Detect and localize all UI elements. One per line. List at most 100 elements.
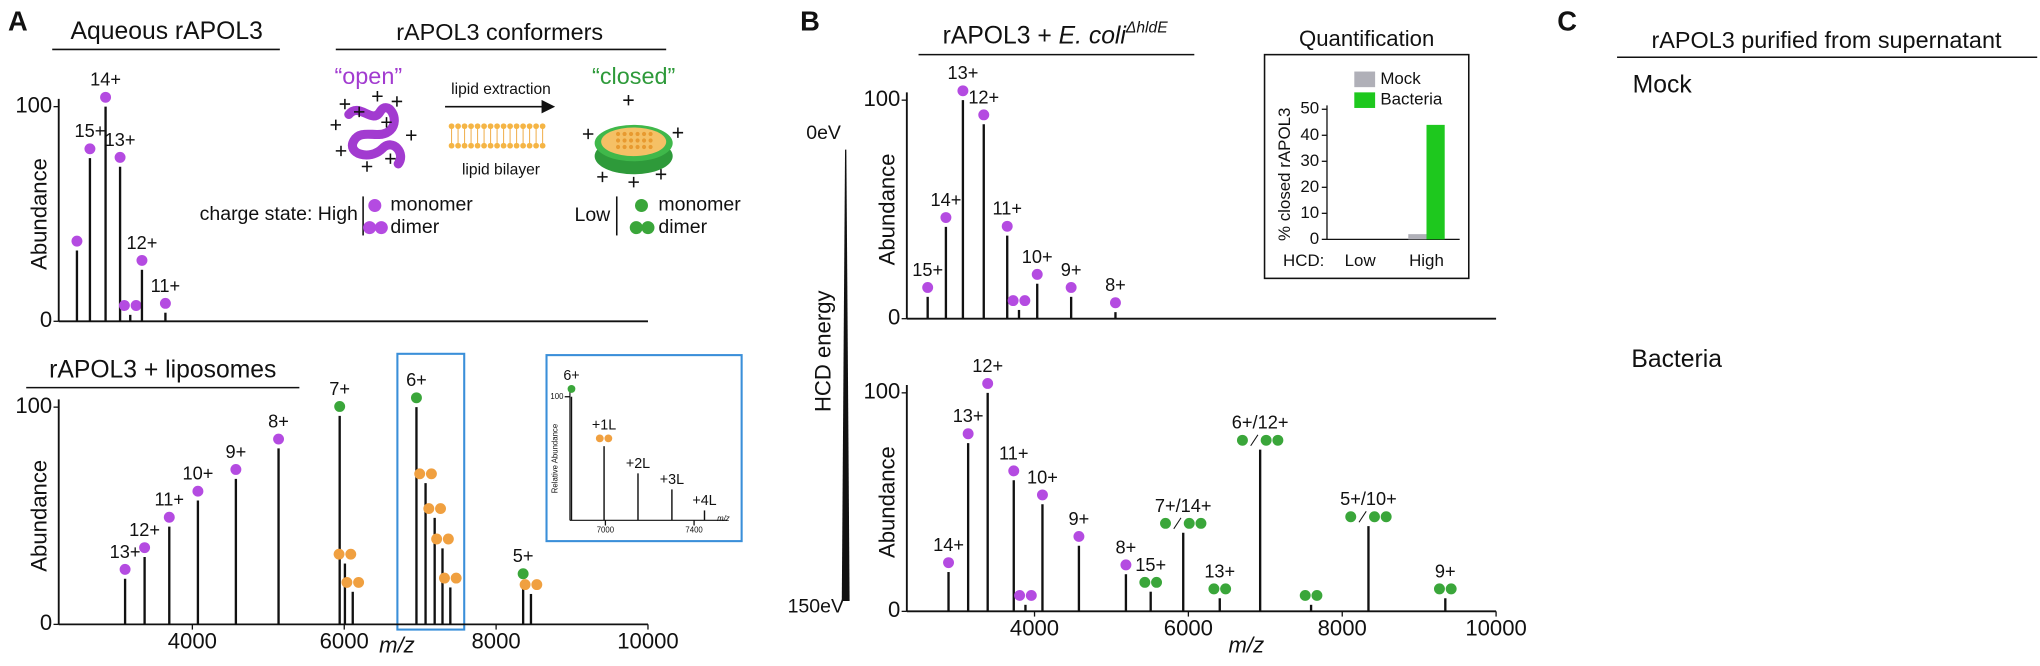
legend-label: Bacteria xyxy=(1380,90,1443,109)
peak-label: 12+ xyxy=(129,520,160,540)
legend-swatch xyxy=(1354,71,1376,88)
open-conformer xyxy=(344,103,406,169)
charge-marker xyxy=(978,109,990,121)
chart-title: Quantification xyxy=(1299,26,1434,51)
peak-label: 8+ xyxy=(1105,275,1126,295)
peak-label: 6+ xyxy=(406,370,427,390)
peak-label: 9+ xyxy=(1061,260,1082,280)
title-part: ΔhldE xyxy=(1125,19,1168,36)
legend-monomer: monomer xyxy=(658,194,741,216)
y-axis-label: Abundance xyxy=(874,153,899,265)
charge-marker xyxy=(604,434,613,443)
y-tick-label: 0 xyxy=(888,305,900,330)
lipid-head xyxy=(520,123,526,130)
x-tick-label: 7000 xyxy=(597,525,615,534)
peak-label: +4L xyxy=(692,493,716,509)
lipid-head xyxy=(539,123,546,130)
peak-label: 7+ xyxy=(329,379,350,399)
x-axis-label: m/z xyxy=(717,514,730,523)
peak-label: 5+ xyxy=(513,546,534,566)
peak-label: 15+ xyxy=(912,260,943,280)
lipid-head xyxy=(500,123,507,130)
conformers-diagram: rAPOL3 conformers “open” lipid extractio… xyxy=(200,19,742,238)
charge-plus xyxy=(372,91,383,102)
lipid-head xyxy=(474,123,481,130)
open-label: “open” xyxy=(334,63,402,89)
lipid-head xyxy=(500,142,507,149)
lipid-head xyxy=(520,142,526,149)
micrograph-labels: Mock Bacteria 50 nm 10 nm 50 nm xyxy=(1624,67,2030,607)
charge-marker xyxy=(100,91,112,103)
charge-plus xyxy=(391,96,403,107)
x-tick-label: 6000 xyxy=(320,629,369,654)
peak-label: 9+ xyxy=(225,442,246,462)
lipid-dot xyxy=(622,131,627,137)
charge-plus xyxy=(582,128,594,140)
legend-dimer: dimer xyxy=(658,216,707,238)
peak-label: 6+/12+ xyxy=(1232,413,1289,433)
charge-plus xyxy=(628,176,639,188)
lipid-head xyxy=(481,123,487,130)
x-tick-label: 8000 xyxy=(1318,616,1367,641)
charge-marker xyxy=(1260,434,1272,446)
monomer-dot xyxy=(634,199,648,213)
x-tick-label: 4000 xyxy=(168,629,217,654)
lipid-dot xyxy=(628,144,634,150)
lipid-head xyxy=(487,142,494,149)
charge-marker xyxy=(136,254,148,266)
charge-plus xyxy=(361,161,373,172)
charge-marker xyxy=(333,548,345,560)
lipid-dot xyxy=(641,131,647,137)
lipid-head xyxy=(468,123,474,130)
peak-label: 7+/14+ xyxy=(1155,496,1212,516)
lipid-dot xyxy=(622,144,627,150)
y-tick-label: 100 xyxy=(15,93,52,118)
charge-plus xyxy=(353,106,365,118)
lipid-dot xyxy=(648,138,653,143)
charge-marker xyxy=(1369,511,1380,523)
lipid-head xyxy=(494,123,500,130)
peak-label: 9+ xyxy=(1435,561,1456,581)
charge-marker xyxy=(1031,268,1043,280)
y-tick-label: 30 xyxy=(1300,151,1319,170)
charge-marker xyxy=(423,503,435,515)
charge-marker xyxy=(1299,589,1311,601)
charge-marker xyxy=(982,378,994,389)
peak-label: 11+ xyxy=(151,276,181,296)
lipid-head xyxy=(533,123,539,130)
hcd-bottom: 150eV xyxy=(788,596,844,618)
label-box xyxy=(1624,342,1736,378)
panel-label: A xyxy=(8,6,28,37)
lipid-head xyxy=(487,123,494,130)
peak-label: 8+ xyxy=(1116,537,1137,557)
chart-title: rAPOL3 + E. coliΔhldE xyxy=(943,19,1169,49)
closed-label: “closed” xyxy=(592,63,675,89)
peak-label: +1L xyxy=(592,418,616,434)
title-part: rAPOL3 + xyxy=(943,22,1059,49)
dimer-dot xyxy=(629,221,643,235)
scale-label: 50 nm xyxy=(1816,577,1874,600)
diagram-title: rAPOL3 conformers xyxy=(396,19,603,45)
lipid-dot xyxy=(615,131,621,137)
charge-plus xyxy=(381,117,392,128)
zoom-box xyxy=(396,352,466,631)
lipid-head xyxy=(513,142,520,149)
lipid-head xyxy=(513,123,520,130)
charge-marker xyxy=(139,542,151,554)
lipid-dot xyxy=(635,144,640,150)
lipid-head xyxy=(474,142,481,149)
charge-marker xyxy=(1236,434,1248,446)
charge-marker xyxy=(450,572,462,584)
charge-plus xyxy=(335,145,347,157)
scale-label: 10 nm xyxy=(1967,300,2025,323)
charge-marker xyxy=(435,503,446,515)
lipid-head xyxy=(539,142,546,149)
charge-marker xyxy=(230,464,242,475)
charge-marker xyxy=(1195,517,1207,529)
charge-plus xyxy=(597,171,608,183)
x-tick-label: 8000 xyxy=(472,629,521,654)
charge-plus xyxy=(330,119,341,131)
bar xyxy=(1408,234,1427,240)
title-part: E. coli xyxy=(1059,22,1128,49)
peak-label: 12+ xyxy=(127,233,158,253)
